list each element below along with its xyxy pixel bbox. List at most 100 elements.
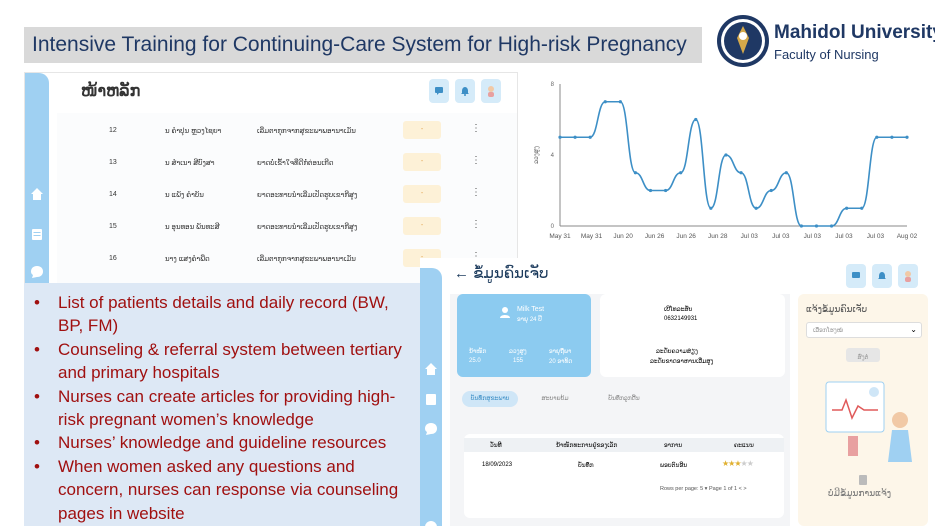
y-tick-label: 4 <box>551 153 555 159</box>
header-actions <box>846 264 918 288</box>
chevron-down-icon: ▾ <box>704 486 708 492</box>
more-options-icon[interactable]: ⋮ <box>471 123 481 134</box>
y-tick-label: 0 <box>551 224 555 230</box>
col-score: ຄະແນນ <box>734 443 754 449</box>
y-tick-label: 8 <box>551 82 555 88</box>
table-row[interactable]: 15 ນ ອຸນທອນ ພັນທະສີ ຍາດອະທາບນຳເລີ່ມເປັດຮ… <box>57 217 497 237</box>
cell-weight: ບັນທຶກ <box>578 463 594 469</box>
row-number: 13 <box>109 159 117 166</box>
status-badge: - <box>403 185 441 203</box>
table-row[interactable]: 14 ນ ແພັງ ຄຳບັນ ຍາດອະທາບນຳເລີ່ມເປັດຮູບເຂ… <box>57 185 497 205</box>
col-weight: ນ້ຳໜັກທະການຢູ່ຂອງເລັກ <box>556 443 618 449</box>
patient-status: ຍາດອະທາບນຳເລີ່ມເປັດຮູບເຂາກີສູງ <box>257 192 358 199</box>
slide-title: Intensive Training for Continuing-Care S… <box>32 33 687 56</box>
calendar-icon[interactable] <box>30 227 44 241</box>
more-options-icon[interactable]: ⋮ <box>471 187 481 198</box>
bullet-dot: • <box>34 293 40 312</box>
home-icon[interactable] <box>30 187 44 201</box>
pagination: Rows per page: 5 ▾ Page 1 of 1 < > <box>660 486 747 492</box>
x-tick-label: Aug 02 <box>897 233 918 240</box>
page-title: ໜ້າຫລັກ <box>81 83 141 100</box>
data-point <box>724 153 728 157</box>
message-button[interactable] <box>846 264 866 288</box>
bullet-item: • Nurses’ knowledge and guideline resourc… <box>30 431 410 454</box>
stat-value: 155 <box>513 358 524 364</box>
avatar[interactable] <box>481 79 501 103</box>
nurse-avatar-icon <box>905 271 911 282</box>
data-point <box>814 224 819 228</box>
phone-value: 0632149931 <box>664 316 698 322</box>
series-line <box>560 100 907 227</box>
more-options-icon[interactable]: ⋮ <box>471 251 481 262</box>
data-point <box>860 206 864 210</box>
tab-health-record[interactable]: ບັນທຶກສຸຂະພາບ <box>462 391 518 407</box>
more-options-icon[interactable]: ⋮ <box>471 155 481 166</box>
patient-contact-card: ເບີໂທລະສັບ 0632149931 ລະດັບຄວາມສ່ຽງ ລະດັ… <box>600 294 785 377</box>
rows-per-page-label: Rows per page: <box>660 486 699 492</box>
stat-label: ລວງສູງ <box>509 349 527 355</box>
table-row[interactable]: 12 ນ ຄຳປຸນ ຫຼວງໄຊຍາ ເລີ່ມຕາກຸກຈາກສຸຂະພາພ… <box>57 121 497 141</box>
send-button[interactable]: ສົ່ງຕໍ່ <box>846 348 880 362</box>
slide-title-bar: Intensive Training for Continuing-Care S… <box>24 27 702 63</box>
status-badge: - <box>403 217 441 235</box>
tab-fetal-movement[interactable]: ບັນທຶກລູກດີ້ນ <box>608 396 640 402</box>
avatar[interactable] <box>898 264 918 288</box>
data-point <box>648 188 653 193</box>
chevron-down-icon: ⌄ <box>910 325 917 334</box>
hospital-select[interactable]: ເລືອກໂຮງໝໍ ⌄ <box>806 322 922 338</box>
x-tick-label: Jun 28 <box>708 233 728 240</box>
line-chart: ລວງສູງ 0 4 8 May 31 May 31 Jun 20 Jun 26 Jun 26 J… <box>533 82 918 240</box>
data-point <box>558 135 562 139</box>
tab-wellbeing[interactable]: ສະບາຍບ້ມ <box>541 396 569 402</box>
back-arrow-icon[interactable]: ← <box>454 265 469 282</box>
message-button[interactable] <box>429 79 449 103</box>
chat-icon[interactable] <box>30 265 44 279</box>
data-point <box>694 117 698 122</box>
university-seal-icon <box>717 15 769 67</box>
bullet-dot: • <box>34 456 40 476</box>
message-icon <box>852 272 860 278</box>
status-badge: - <box>403 121 441 139</box>
home-icon[interactable] <box>424 362 438 376</box>
x-tick-label: Jun 26 <box>676 233 696 240</box>
patient-summary-card: Milk Test ອາຍຸ 24 ປີ ນ້ຳໜັກ 25.0 ລວງສູງ … <box>457 294 591 377</box>
panel-title: ແຈ້ງຂໍ້ມູນຄົນເຈັບ <box>806 304 868 314</box>
patient-name: ນ ສຳເນາ ສີບົງສາ <box>165 160 215 167</box>
faculty-name: Faculty of Nursing <box>774 47 879 62</box>
page-header: ← ຂໍ້ມູນຄົນເຈັບ <box>454 264 548 282</box>
data-point <box>709 206 713 210</box>
stat-label: ນ້ຳໜັກ <box>469 349 487 355</box>
stat-label: ອາຍຸຖືພາ <box>549 349 572 355</box>
table-row[interactable]: 13 ນ ສຳເນາ ສີບົງສາ ຍາດບໍ່ເຂົ້າໃຈທີ່ດີກໍ່… <box>57 153 497 173</box>
notification-button[interactable] <box>872 264 892 288</box>
table-row[interactable]: 18/09/2023 ບັນທຶກ ພອບຕົນອີນ ★★★★★ <box>464 458 784 472</box>
chat-icon[interactable] <box>424 422 438 436</box>
app-sidebar-2 <box>420 268 442 526</box>
page-title: ຂໍ້ມູນຄົນເຈັບ <box>473 265 549 282</box>
header-actions <box>429 79 501 103</box>
rows-per-page-select[interactable]: 5 <box>700 486 704 492</box>
university-logo: Mahidol University Faculty of Nursing <box>714 12 935 72</box>
data-point <box>618 100 622 104</box>
calendar-icon[interactable] <box>424 392 438 406</box>
patient-status: ເລີ່ມຕາກຸກຈາກສຸຂະພາພອານາເມັ່ນ <box>257 128 356 135</box>
table-header: ວັນທີ ນ້ຳໜັກທະການຢູ່ຂອງເລັກ ອາການ ຄະແນນ <box>464 438 784 452</box>
x-tick-label: Jul 03 <box>867 233 885 240</box>
help-icon[interactable] <box>424 520 438 526</box>
next-page-icon[interactable]: > <box>743 486 747 492</box>
risk-label: ລະດັບຄວາມສ່ຽງ <box>656 349 698 355</box>
data-point <box>754 206 758 210</box>
bullet-dot: • <box>34 339 40 359</box>
height-chart: ລວງສູງ 0 4 8 May 31 May 31 Jun 20 Jun 26 Jun 26 J… <box>530 72 925 244</box>
patient-age: ອາຍຸ 24 ປີ <box>517 317 542 323</box>
data-point <box>905 135 909 139</box>
more-options-icon[interactable]: ⋮ <box>471 219 481 230</box>
phone-label: ເບີໂທລະສັບ <box>664 307 693 313</box>
status-badge: - <box>403 153 441 171</box>
prev-page-icon[interactable]: < <box>738 486 742 492</box>
notification-button[interactable] <box>455 79 475 103</box>
university-name: Mahidol University <box>774 22 935 43</box>
x-tick-label: Jul 03 <box>772 233 790 240</box>
x-tick-label: Jul 03 <box>835 233 853 240</box>
col-symptom: ອາການ <box>664 443 683 449</box>
